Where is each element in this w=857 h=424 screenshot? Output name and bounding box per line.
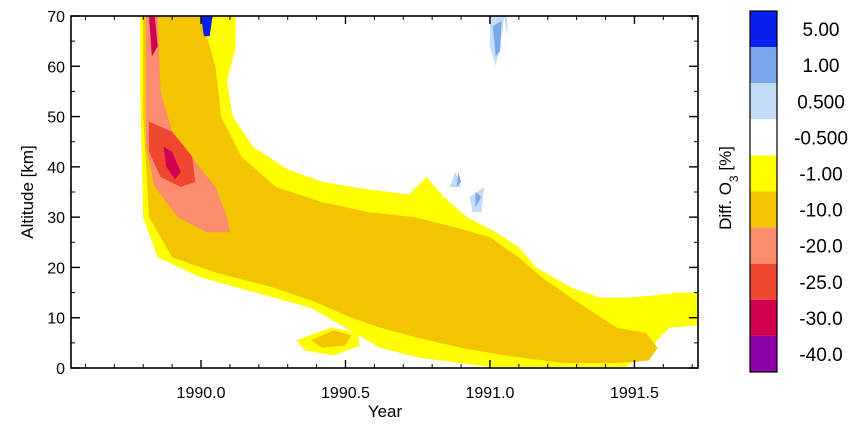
colorbar-label-7: -25.0 [799, 273, 842, 294]
y-tick-label-2: 20 [47, 260, 65, 277]
x-axis-title: Year [368, 402, 403, 421]
colorbar-swatch-8 [750, 299, 777, 336]
colorbar-swatch-0 [750, 11, 777, 48]
y-tick-label-3: 30 [47, 210, 65, 227]
colorbar-swatch-9 [750, 335, 777, 372]
x-tick-label-0: 1990.0 [177, 385, 226, 402]
colorbar-title: Diff. O3 [%] [716, 146, 741, 230]
colorbar-swatch-1 [750, 47, 777, 84]
colorbar-swatch-7 [750, 263, 777, 300]
contour-region-6-2 [456, 171, 462, 187]
colorbar-label-3: -0.500 [794, 128, 848, 149]
y-axis-title: Altitude [km] [18, 145, 37, 239]
contour-region-6-0 [492, 21, 502, 57]
colorbar-swatch-6 [750, 227, 777, 264]
colorbar: 5.00 1.00 0.500 -0.500 -1.00 -10.0 -20.0 -25.0 -… [749, 10, 848, 373]
colorbar-label-1: 1.00 [803, 56, 840, 77]
contour-region-4-0 [149, 16, 158, 57]
colorbar-label-5: -10.0 [799, 201, 842, 222]
y-tick-label-6: 60 [47, 59, 65, 76]
colorbar-label-9: -40.0 [799, 345, 842, 366]
colorbar-label-6: -20.0 [799, 237, 842, 258]
colorbar-title-unit: [%] [716, 146, 735, 175]
x-tick-label-2: 1991.0 [465, 385, 514, 402]
x-tick-label-1: 1990.5 [321, 385, 370, 402]
contour-region-1-1 [310, 330, 352, 348]
colorbar-label-0: 5.00 [803, 20, 840, 41]
colorbar-label-8: -30.0 [799, 309, 842, 330]
y-tick-label-4: 40 [47, 160, 65, 177]
colorbar-label-2: 0.500 [797, 92, 845, 113]
y-tick-label-5: 50 [47, 110, 65, 127]
contour-region-6-1 [475, 192, 482, 208]
y-tick-label-7: 70 [47, 9, 65, 26]
colorbar-swatch-3 [750, 119, 777, 156]
colorbar-title-main: Diff. O [716, 182, 735, 230]
colorbar-swatch-2 [750, 83, 777, 120]
colorbar-frame [749, 10, 778, 373]
y-tick-label-1: 10 [47, 311, 65, 328]
colorbar-swatch-4 [750, 155, 777, 192]
colorbar-swatch-5 [750, 191, 777, 228]
colorbar-label-4: -1.00 [799, 164, 842, 185]
y-tick-label-0: 0 [56, 361, 65, 378]
y-axis: 0 10 20 30 40 50 60 70 [47, 9, 698, 378]
contour-region-1-0 [143, 16, 658, 363]
x-axis: 1990.0 1990.5 1991.0 1991.5 [84, 16, 693, 402]
plot-area [140, 16, 698, 367]
colorbar-title-subscript: 3 [727, 175, 741, 182]
contour-region-5-3 [504, 16, 508, 37]
contour-region-4-1 [163, 146, 181, 180]
x-tick-label-3: 1991.5 [610, 385, 659, 402]
contour-region-7-0 [201, 16, 213, 37]
